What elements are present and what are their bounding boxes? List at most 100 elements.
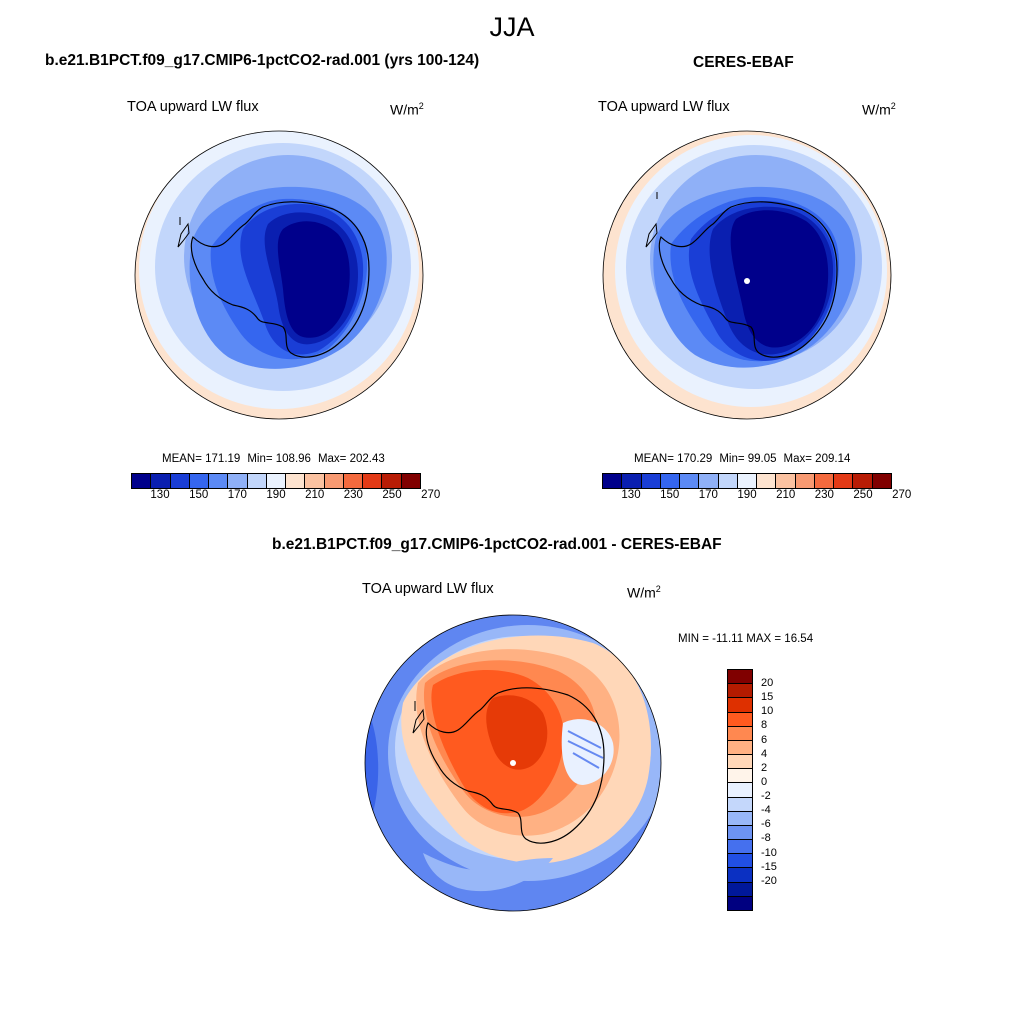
diff-colorbar-tick-label: 0 [761,775,768,788]
model-colorbar-box [228,474,248,488]
model-colorbar-tick-label: 130 [150,489,170,501]
diff-colorbar-box [728,840,752,855]
obs-colorbar-tick-label: 210 [776,489,796,501]
diff-colorbar-box [728,882,752,897]
model-colorbar-tick-label: 230 [343,489,363,501]
obs-min: Min= 99.05 [719,453,777,465]
obs-units-label: W/m2 [862,101,896,118]
model-colorbar-tick-label: 250 [382,489,402,501]
obs-colorbar-box [834,474,854,488]
diff-colorbar-box [728,769,752,784]
diff-colorbar-tick-label: 8 [761,719,768,732]
obs-colorbar-tick-label: 230 [814,489,834,501]
diff-band-plus15 [486,695,548,770]
obs-variable-label: TOA upward LW flux [598,99,730,115]
diff-pole-gap [510,760,516,766]
diff-colorbar-box [728,712,752,727]
diff-colorbar-tick-label: -4 [761,804,771,817]
diff-colorbar-box [728,896,752,910]
obs-map-border [602,130,892,420]
figure-title: JJA [489,12,535,42]
model-colorbar-box [363,474,383,488]
diff-units-label: W/m2 [627,584,661,601]
diff-colorbar-box [728,825,752,841]
diff-peninsula-outline [412,708,425,734]
model-colorbar-box [189,474,210,488]
diff-colorbar-box [728,797,752,812]
obs-colorbar-box [622,474,642,488]
obs-colorbar-box [853,474,873,488]
model-stats-line: MEAN= 171.19 Min= 108.96 Max= 202.43 [162,453,392,465]
diff-colorbar-box [728,726,752,741]
diff-colorbar-tick-label: 10 [761,705,774,718]
obs-colorbar-box [814,474,835,488]
diff-colorbar-box [728,868,752,883]
model-colorbar-box [324,474,344,488]
diff-colorbar-tick-label: -20 [761,874,777,887]
diff-colorbar-tick-label: -6 [761,818,771,831]
model-colorbar-box [247,474,267,488]
model-colorbar-tick-label: 210 [305,489,325,501]
diff-colorbar-tick-label: -15 [761,860,777,873]
obs-antarctica-coastline [658,201,838,358]
obs-colorbar-box [680,474,700,488]
obs-stats-line: MEAN= 170.29 Min= 99.05 Max= 209.14 [634,453,857,465]
diff-colorbar-tick-label: 2 [761,761,768,774]
diff-polar-map [364,614,662,912]
obs-panel-title: CERES-EBAF [693,54,794,71]
model-peninsula-outline [177,222,190,248]
model-colorbar-tick-label: 270 [421,489,441,501]
model-colorbar-box [266,474,287,488]
model-colorbar-box [401,474,420,488]
obs-colorbar-box [872,474,891,488]
obs-colorbar-box [699,474,719,488]
diff-colorbar-box [728,783,752,798]
diff-antarctica-coastline [425,687,605,844]
obs-colorbar-tick-label: 150 [660,489,680,501]
diff-colorbar-box [728,755,752,770]
obs-band-130 [730,210,829,348]
obs-colorbar-tick-label: 270 [892,489,912,501]
obs-polar-map [602,130,892,420]
model-colorbar-tick-label: 170 [227,489,247,501]
model-colorbar-box [343,474,364,488]
model-mean: MEAN= 171.19 [162,453,241,465]
obs-max: Max= 209.14 [783,453,851,465]
obs-peninsula-outline [645,222,658,248]
diff-colorbar: 20 15 10 8 6 4 2 0 -2 -4 -6 -8 -10 -15 -20 [727,669,807,911]
model-colorbar-box [209,474,229,488]
obs-colorbar: 130 150 170 190 210 230 250 270 [602,473,911,503]
model-colorbar-box [151,474,171,488]
obs-colorbar-tick-label: 250 [853,489,873,501]
diff-colorbar-tick-label: 20 [761,677,774,690]
obs-colorbar-tick-label: 170 [698,489,718,501]
obs-colorbar-box [776,474,796,488]
model-colorbar-tick-label: 150 [189,489,209,501]
diff-colorbar-box [728,740,752,756]
obs-colorbar-box [757,474,777,488]
diff-east-antarctica-negative [567,730,604,769]
model-colorbar-box [305,474,325,488]
obs-colorbar-box [795,474,815,488]
diff-colorbar-tick-label: -8 [761,832,771,845]
model-max: Max= 202.43 [317,453,385,465]
model-colorbar: 130 150 170 190 210 230 250 270 [131,473,440,503]
obs-colorbar-box [641,474,661,488]
diff-colorbar-tick-label: -2 [761,790,771,803]
model-colorbar-tick-label: 190 [266,489,286,501]
model-band-130 [277,221,350,338]
model-colorbar-box [286,474,306,488]
obs-pole-gap [744,278,750,284]
diff-colorbar-tick-label: 4 [761,747,768,760]
model-variable-label: TOA upward LW flux [127,99,259,115]
obs-colorbar-tick-label: 130 [621,489,641,501]
diff-minmax-label: MIN = -11.11 MAX = 16.54 [678,633,814,645]
diff-colorbar-box [728,684,752,699]
diff-colorbar-tick-label: 15 [761,691,774,704]
obs-colorbar-tick-label: 190 [737,489,757,501]
diff-map-border [364,614,662,912]
model-colorbar-box [132,474,152,488]
model-panel-title: b.e21.B1PCT.f09_g17.CMIP6-1pctCO2-rad.00… [45,52,480,69]
model-colorbar-box [382,474,402,488]
model-polar-map [134,130,424,420]
